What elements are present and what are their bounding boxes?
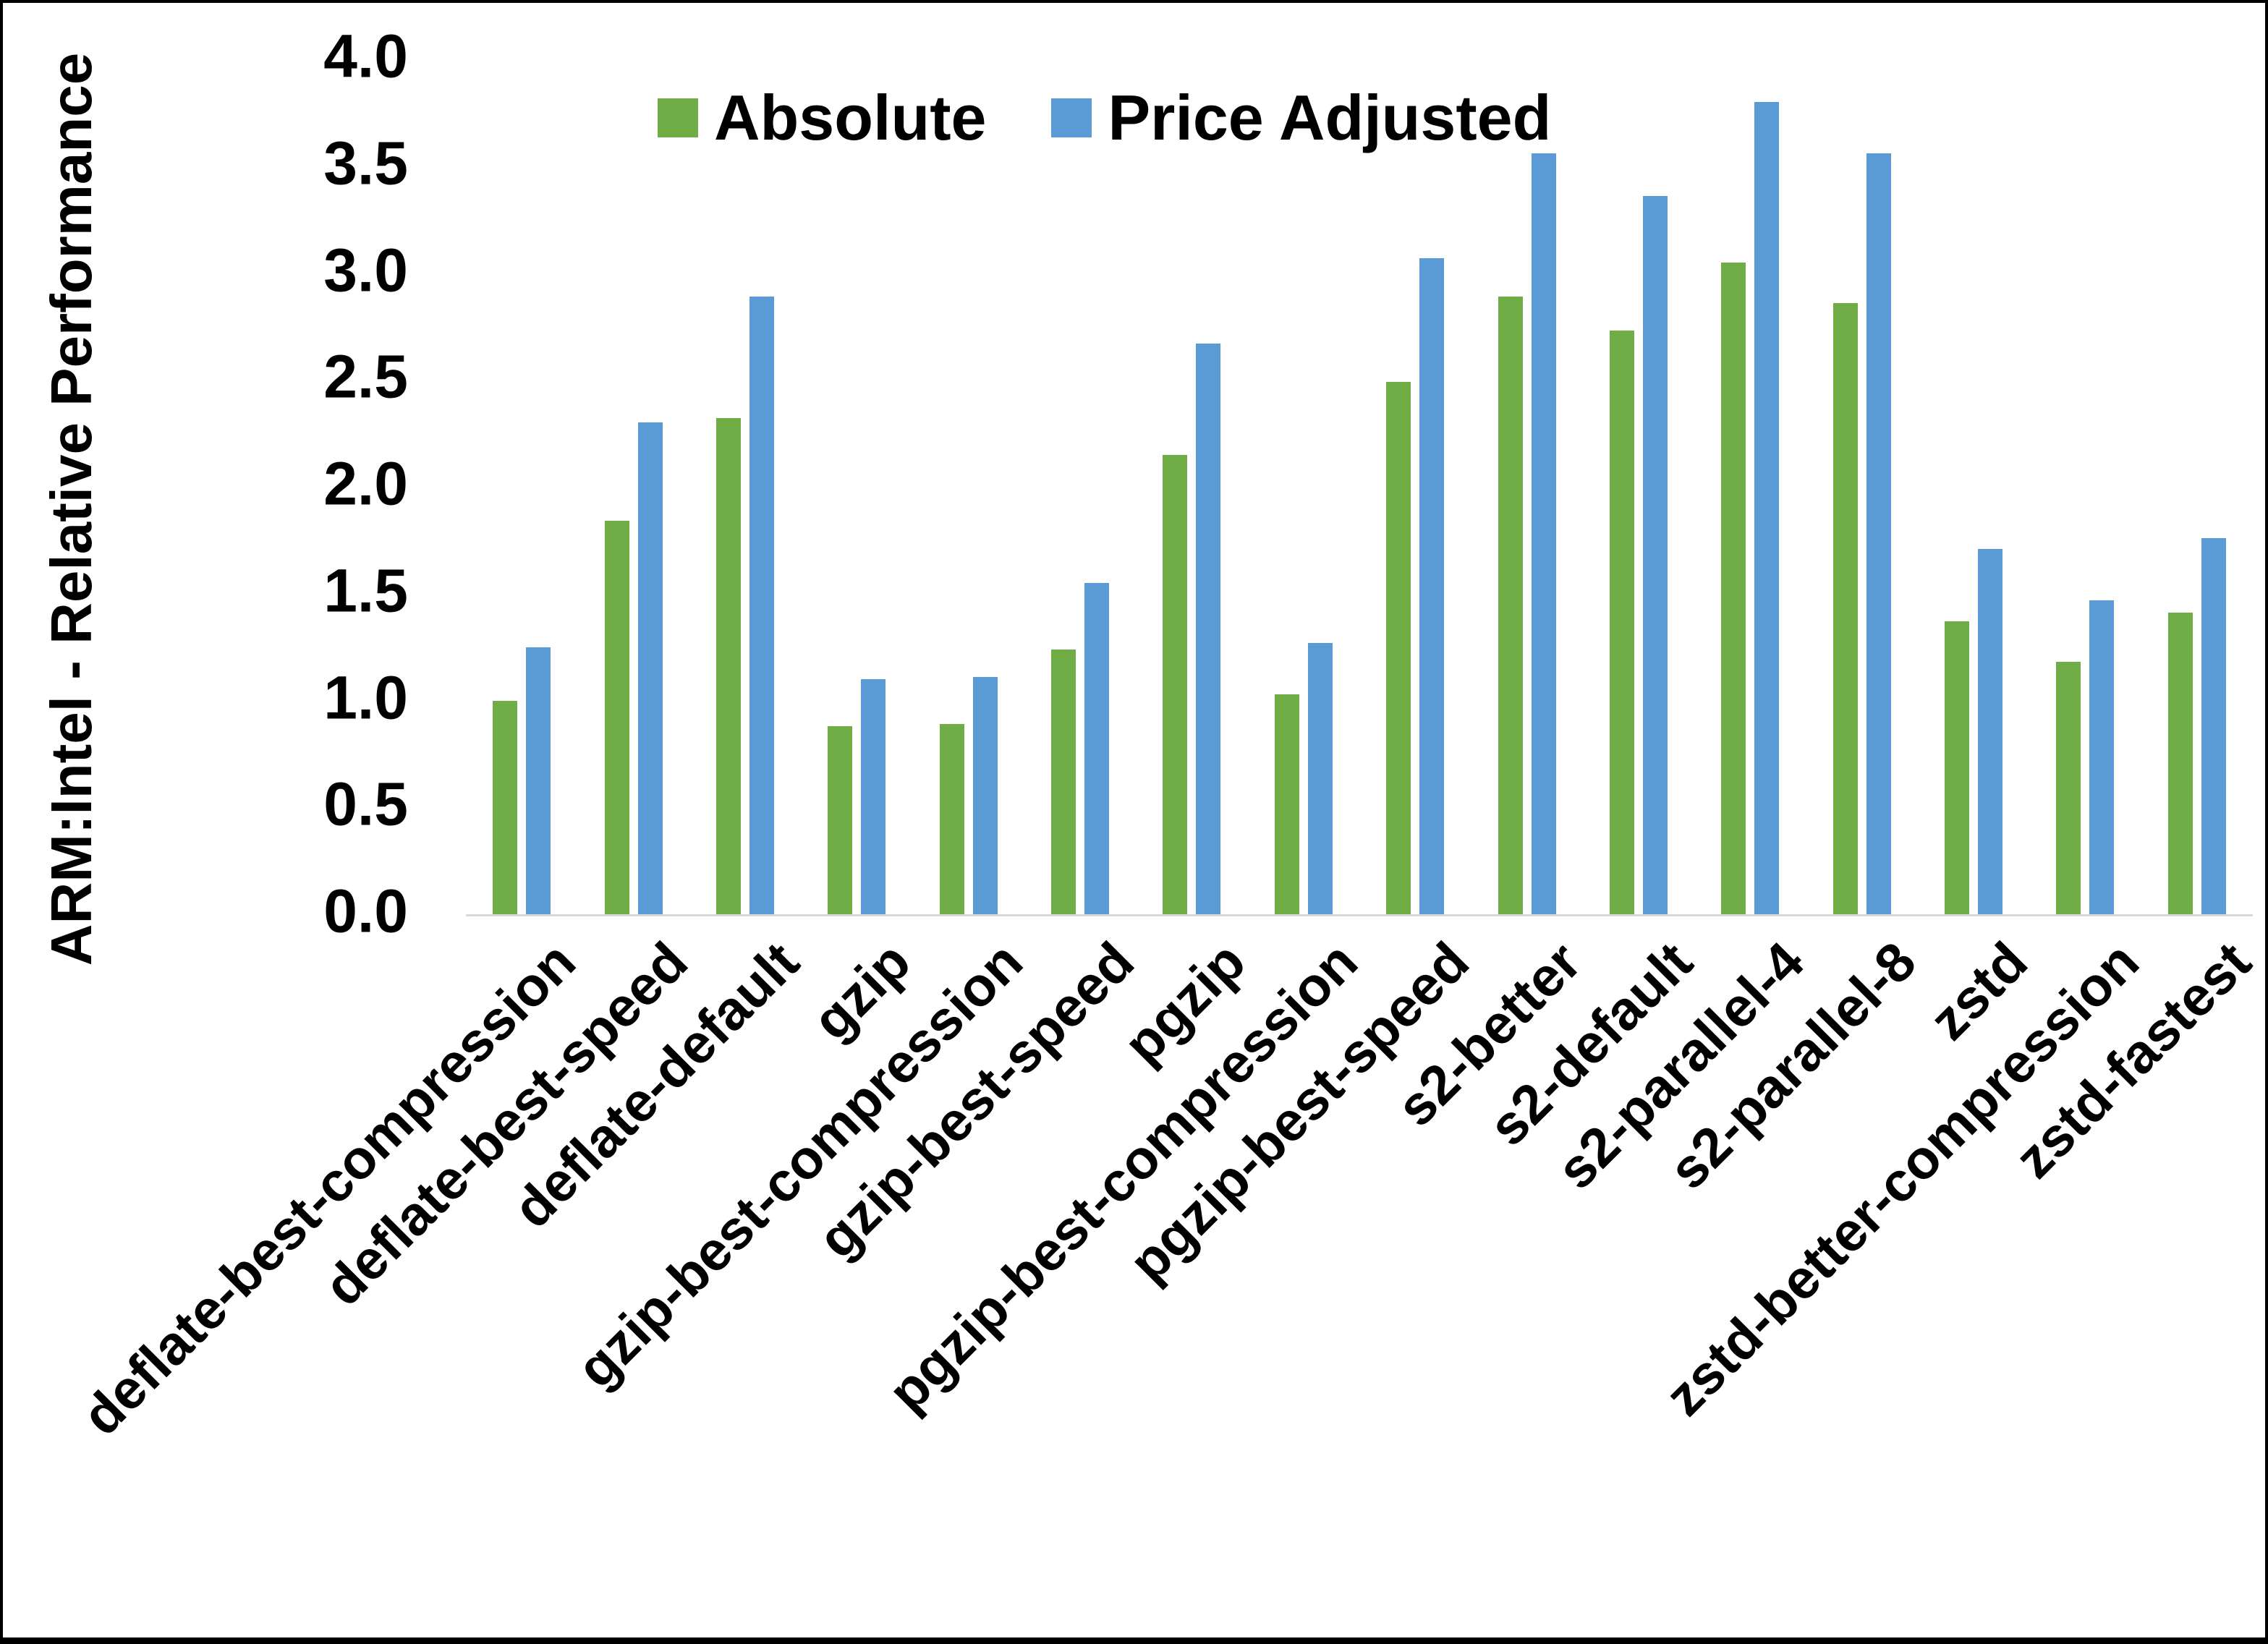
bar-price-adjusted [1084, 582, 1110, 914]
bar-price-adjusted [972, 677, 998, 914]
bar-group-gzip [801, 59, 912, 914]
legend-swatch-absolute-icon [658, 98, 698, 137]
y-tick-label: 0.0 [323, 877, 408, 945]
bar-group-zstd-better-compression [2029, 59, 2141, 914]
y-tick-label: 1.5 [323, 556, 408, 625]
bar-price-adjusted [1642, 196, 1668, 914]
bar-group-gzip-best-compression [913, 59, 1024, 914]
bar-group-zstd-fastest [2141, 59, 2253, 914]
legend: Absolute Price Adjusted [658, 81, 1551, 155]
bar-group-deflate-best-speed [577, 59, 689, 914]
bar-absolute [1274, 694, 1299, 914]
bar-absolute [493, 700, 518, 914]
y-tick-label: 3.5 [323, 129, 408, 197]
bar-price-adjusted [1196, 344, 1221, 914]
bar-group-s2-parallel-8 [1806, 59, 1918, 914]
bar-absolute [1832, 302, 1858, 914]
bar-group-s2-parallel-4 [1694, 59, 1806, 914]
bar-price-adjusted [749, 297, 774, 914]
bar-absolute [715, 418, 741, 914]
bar-price-adjusted [1307, 642, 1333, 914]
bar-group-deflate-default [689, 59, 801, 914]
y-tick-label: 4.0 [323, 22, 408, 90]
bar-absolute [1498, 297, 1523, 914]
bar-group-deflate-best-compression [466, 59, 577, 914]
bar-price-adjusted [1754, 102, 1780, 914]
bar-absolute [2056, 662, 2081, 914]
legend-label-price-adjusted: Price Adjusted [1108, 82, 1552, 153]
bar-group-pgzip-best-speed [1359, 59, 1471, 914]
bar-absolute [1721, 262, 1746, 914]
bar-absolute [1609, 331, 1634, 914]
bar-group-pgzip [1136, 59, 1247, 914]
legend-item-absolute: Absolute [658, 81, 986, 155]
bar-price-adjusted [637, 422, 663, 914]
y-tick-label: 3.0 [323, 236, 408, 304]
y-tick-label: 2.5 [323, 342, 408, 411]
bar-price-adjusted [1978, 548, 2003, 914]
bar-price-adjusted [2201, 537, 2226, 914]
bar-group-pgzip-best-compression [1248, 59, 1359, 914]
bar-price-adjusted [861, 678, 886, 914]
bar-price-adjusted [526, 647, 551, 914]
y-tick-label: 2.0 [323, 449, 408, 518]
y-axis-title: ARM:Intel - Relative Performance [39, 52, 103, 966]
bar-group-s2-default [1583, 59, 1694, 914]
bar-absolute [604, 521, 629, 914]
bar-price-adjusted [1419, 257, 1445, 914]
bar-price-adjusted [1866, 153, 1891, 914]
bar-absolute [939, 724, 964, 914]
plot-area [466, 59, 2253, 916]
bar-price-adjusted [2089, 600, 2115, 914]
bar-absolute [2167, 613, 2193, 914]
bar-absolute [1945, 621, 1970, 914]
bar-group-zstd [1918, 59, 2029, 914]
legend-label-absolute: Absolute [714, 82, 987, 153]
bar-group-s2-better [1471, 59, 1582, 914]
bar-absolute [1163, 454, 1188, 914]
legend-swatch-price-adjusted-icon [1051, 98, 1092, 137]
bar-group-gzip-best-speed [1024, 59, 1136, 914]
bar-absolute [828, 725, 853, 914]
y-tick-label: 1.0 [323, 663, 408, 732]
bar-absolute [1051, 649, 1076, 914]
bar-absolute [1386, 382, 1411, 914]
y-tick-label: 0.5 [323, 770, 408, 838]
bar-price-adjusted [1531, 153, 1556, 914]
legend-item-price-adjusted: Price Adjusted [1051, 81, 1551, 155]
